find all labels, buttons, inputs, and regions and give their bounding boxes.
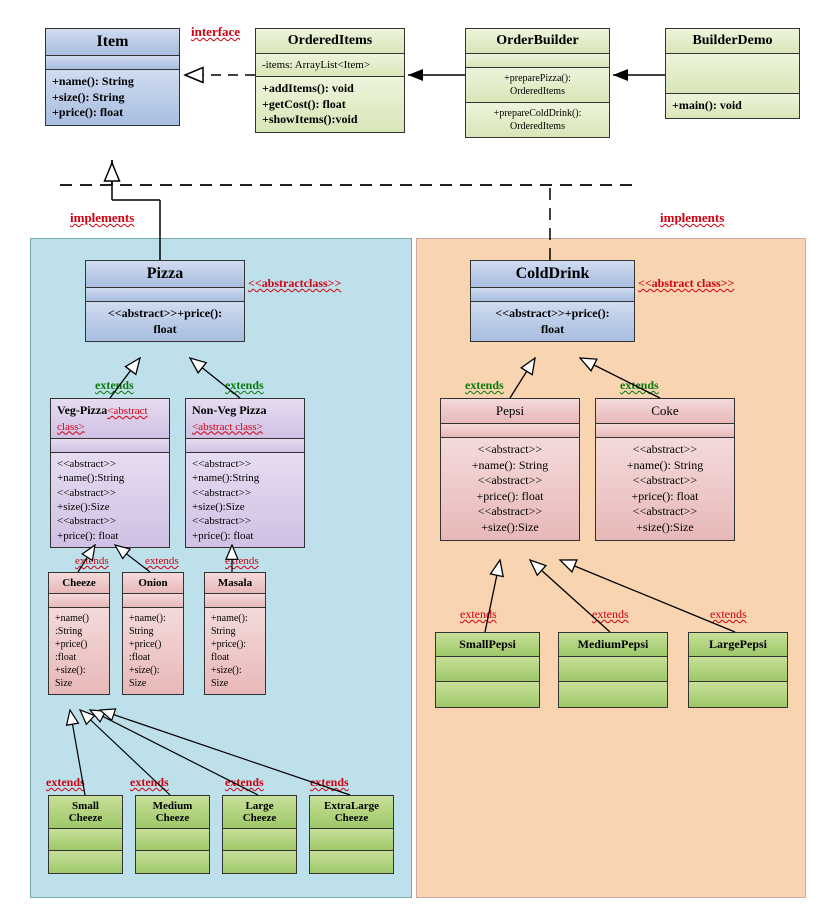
class-ordereditems-title: OrderedItems <box>256 29 404 54</box>
class-orderbuilder-title: OrderBuilder <box>466 29 609 54</box>
class-onion-body: +name(): String +price() :float +size():… <box>123 608 183 694</box>
class-ordereditems-methods: +addItems(): void +getCost(): float +sho… <box>256 77 404 132</box>
label-extends-mediumcheeze: extends <box>130 775 169 790</box>
label-implements-right: implements <box>660 210 724 226</box>
class-smallcheeze: Small Cheeze <box>48 795 123 874</box>
class-largecheeze-title: Large Cheeze <box>223 796 296 829</box>
class-coke-title: Coke <box>596 399 734 424</box>
label-extends-largepepsi: extends <box>710 607 747 622</box>
class-cheeze: Cheeze +name() :String +price() :float +… <box>48 572 110 695</box>
class-nonvegpizza-body: <<abstract>> +name():String <<abstract>>… <box>186 453 304 547</box>
class-smallpepsi-title: SmallPepsi <box>436 633 539 657</box>
class-orderbuilder-m2: +prepareColdDrink(): OrderedItems <box>466 103 609 137</box>
label-interface: interface <box>191 24 240 40</box>
label-extends-largecheeze: extends <box>225 775 264 790</box>
class-builderdemo: BuilderDemo +main(): void <box>665 28 800 119</box>
label-extends-1: extends <box>95 378 134 393</box>
label-extends-smallcheeze: extends <box>46 775 85 790</box>
class-colddrink-title: ColdDrink <box>471 261 634 288</box>
class-mediumpepsi: MediumPepsi <box>558 632 668 708</box>
class-colddrink-body: <<abstract>>+price(): float <box>471 302 634 341</box>
class-cheeze-body: +name() :String +price() :float +size():… <box>49 608 109 694</box>
class-vegpizza: Veg-Pizza<abstract class> <<abstract>> +… <box>50 398 170 548</box>
class-item-title: Item <box>46 29 179 56</box>
class-pizza: Pizza <<abstract>>+price(): float <box>85 260 245 342</box>
label-abstractclass-pizza: <<abstractclass>> <box>248 276 341 291</box>
class-item-methods: +name(): String +size(): String +price()… <box>46 70 179 125</box>
class-mediumcheeze-title: Medium Cheeze <box>136 796 209 829</box>
class-nonvegpizza-title: Non-Veg Pizza <box>192 403 267 417</box>
class-builderdemo-methods: +main(): void <box>666 94 799 118</box>
class-nonvegpizza: Non-Veg Pizza <abstract class> <<abstract… <box>185 398 305 548</box>
class-largepepsi-title: LargePepsi <box>689 633 787 657</box>
class-vegpizza-title: Veg-Pizza <box>57 403 107 417</box>
label-extends-2: extends <box>225 378 264 393</box>
label-abstractclass-colddrink: <<abstract class>> <box>638 276 734 291</box>
class-extralargecheeze: ExtraLarge Cheeze <box>309 795 394 874</box>
class-cheeze-title: Cheeze <box>49 573 109 594</box>
class-pizza-title: Pizza <box>86 261 244 288</box>
label-extends-extralargecheeze: extends <box>310 775 349 790</box>
class-mediumpepsi-title: MediumPepsi <box>559 633 667 657</box>
class-coke-body: <<abstract>> +name(): String <<abstract>… <box>596 438 734 540</box>
label-implements-left: implements <box>70 210 134 226</box>
class-pizza-body: <<abstract>>+price(): float <box>86 302 244 341</box>
label-extends-smallpepsi: extends <box>460 607 497 622</box>
label-extends-masala: extends <box>225 555 259 567</box>
class-ordereditems: OrderedItems -items: ArrayList<Item> +ad… <box>255 28 405 133</box>
class-smallcheeze-title: Small Cheeze <box>49 796 122 829</box>
label-extends-3: extends <box>465 378 504 393</box>
class-item: Item +name(): String +size(): String +pr… <box>45 28 180 126</box>
class-onion: Onion +name(): String +price() :float +s… <box>122 572 184 695</box>
class-nonvegpizza-ann: <abstract class> <box>192 421 263 433</box>
class-onion-title: Onion <box>123 573 183 594</box>
label-extends-mediumpepsi: extends <box>592 607 629 622</box>
class-builderdemo-title: BuilderDemo <box>666 29 799 54</box>
class-mediumcheeze: Medium Cheeze <box>135 795 210 874</box>
class-masala: Masala +name(): String +price(): float +… <box>204 572 266 695</box>
label-extends-cheeze: extends <box>75 555 109 567</box>
class-extralargecheeze-title: ExtraLarge Cheeze <box>310 796 393 829</box>
class-pepsi-title: Pepsi <box>441 399 579 424</box>
class-colddrink: ColdDrink <<abstract>>+price(): float <box>470 260 635 342</box>
label-extends-onion: extends <box>145 555 179 567</box>
class-smallpepsi: SmallPepsi <box>435 632 540 708</box>
class-orderbuilder: OrderBuilder +preparePizza(): OrderedIte… <box>465 28 610 138</box>
class-pepsi: Pepsi <<abstract>> +name(): String <<abs… <box>440 398 580 541</box>
class-largepepsi: LargePepsi <box>688 632 788 708</box>
class-vegpizza-body: <<abstract>> +name():String <<abstract>>… <box>51 453 169 547</box>
class-largecheeze: Large Cheeze <box>222 795 297 874</box>
class-pepsi-body: <<abstract>> +name(): String <<abstract>… <box>441 438 579 540</box>
class-masala-body: +name(): String +price(): float +size():… <box>205 608 265 694</box>
label-extends-4: extends <box>620 378 659 393</box>
diagram-canvas: Item +name(): String +size(): String +pr… <box>0 0 821 911</box>
class-orderbuilder-m1: +preparePizza(): OrderedItems <box>466 68 609 103</box>
class-coke: Coke <<abstract>> +name(): String <<abst… <box>595 398 735 541</box>
class-ordereditems-attrs: -items: ArrayList<Item> <box>256 54 404 77</box>
class-masala-title: Masala <box>205 573 265 594</box>
